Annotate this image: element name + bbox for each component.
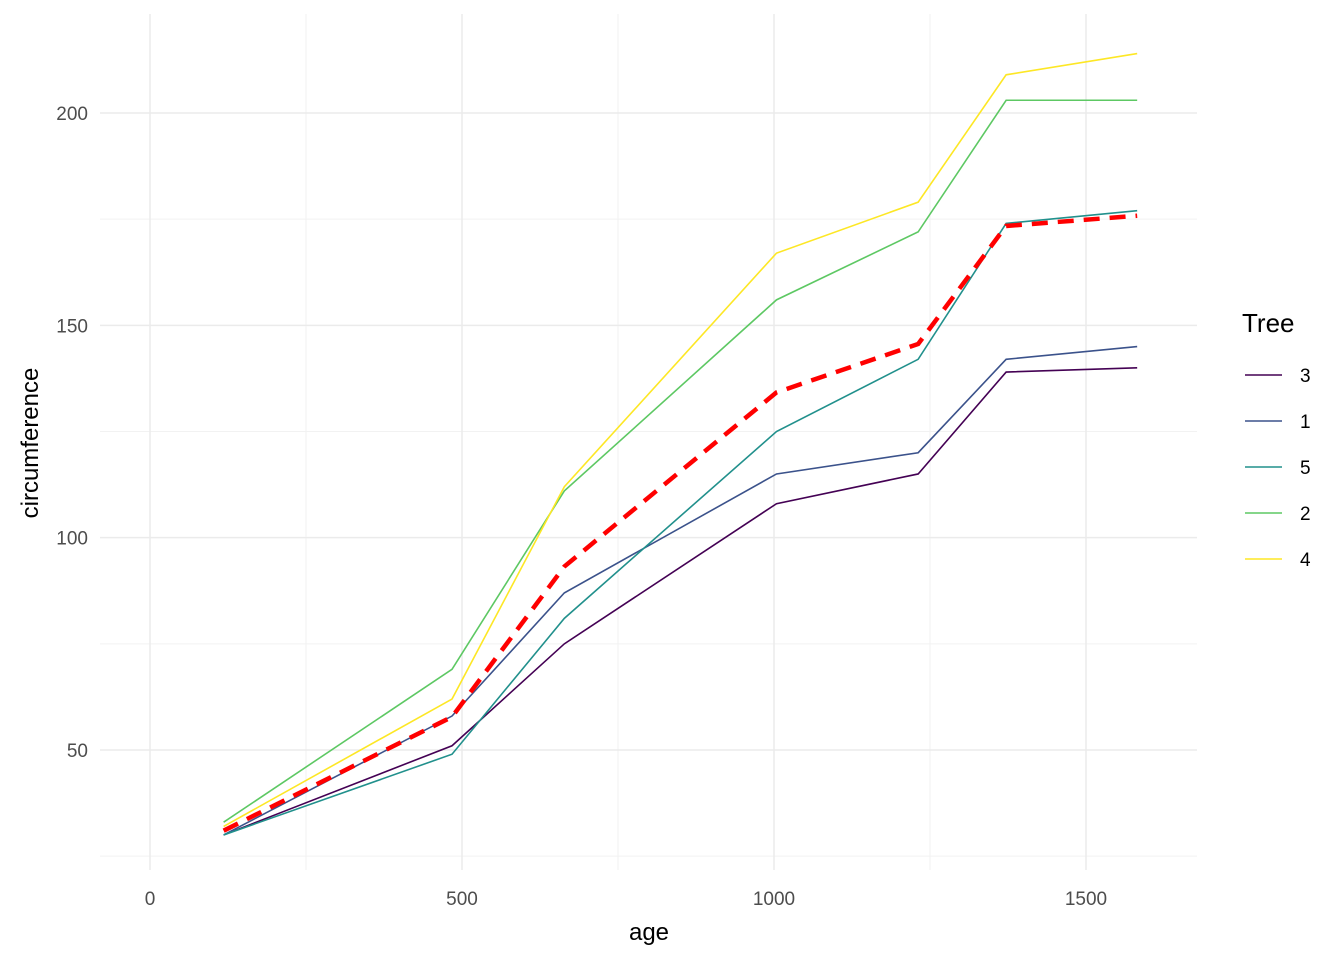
- y-tick-label: 200: [56, 104, 88, 125]
- y-tick-label: 50: [67, 741, 88, 762]
- y-axis-label: circumference: [17, 368, 44, 519]
- legend-label: 3: [1300, 366, 1311, 387]
- series-line-tree-1: [223, 345, 1138, 836]
- series-line-tree-4: [223, 52, 1138, 828]
- legend-label: 5: [1300, 458, 1311, 479]
- series-line-tree-2: [223, 99, 1138, 823]
- x-tick-label: 500: [446, 889, 478, 910]
- legend-title: Tree: [1242, 308, 1295, 338]
- x-tick-labels: 0 500 1000 1500: [145, 889, 1107, 910]
- y-tick-label: 100: [56, 529, 88, 550]
- grid: [100, 14, 1197, 870]
- series-lines: [222, 52, 1138, 836]
- series-line-tree-3: [223, 366, 1138, 836]
- legend-label: 2: [1300, 504, 1311, 525]
- x-axis-label: age: [629, 919, 669, 946]
- series-line-tree-5: [223, 209, 1138, 836]
- y-tick-label: 150: [56, 316, 88, 337]
- y-tick-labels: 50 100 150 200: [56, 104, 88, 762]
- mean-dashed-line: [222, 213, 1138, 833]
- legend: Tree 3 1 5 2 4: [1242, 308, 1311, 571]
- legend-label: 4: [1300, 550, 1311, 571]
- legend-label: 1: [1300, 412, 1311, 433]
- x-tick-label: 1500: [1065, 889, 1107, 910]
- x-tick-label: 0: [145, 889, 156, 910]
- x-tick-label: 1000: [753, 889, 795, 910]
